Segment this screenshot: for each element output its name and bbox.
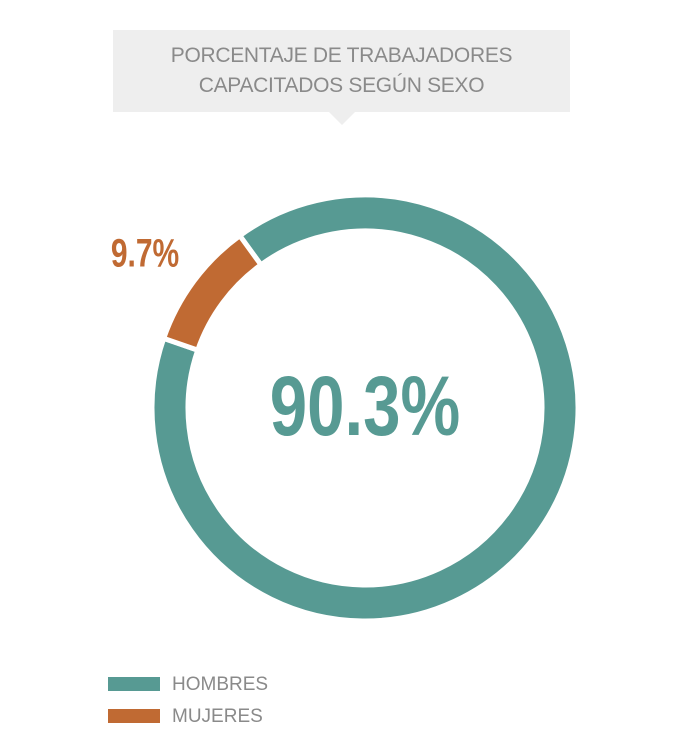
legend-swatch	[108, 709, 160, 723]
donut-segment	[149, 192, 581, 624]
legend-swatch	[108, 677, 160, 691]
legend-label: HOMBRES	[172, 674, 268, 695]
title-box: PORCENTAJE DE TRABAJADORES CAPACITADOS S…	[113, 30, 570, 112]
legend-label: MUJERES	[172, 706, 263, 727]
donut-segment	[160, 232, 265, 354]
value-label: 9.7%	[111, 231, 179, 275]
title-pointer	[329, 112, 355, 125]
value-label: 90.3%	[270, 360, 461, 454]
chart-title: PORCENTAJE DE TRABAJADORES CAPACITADOS S…	[170, 44, 513, 97]
